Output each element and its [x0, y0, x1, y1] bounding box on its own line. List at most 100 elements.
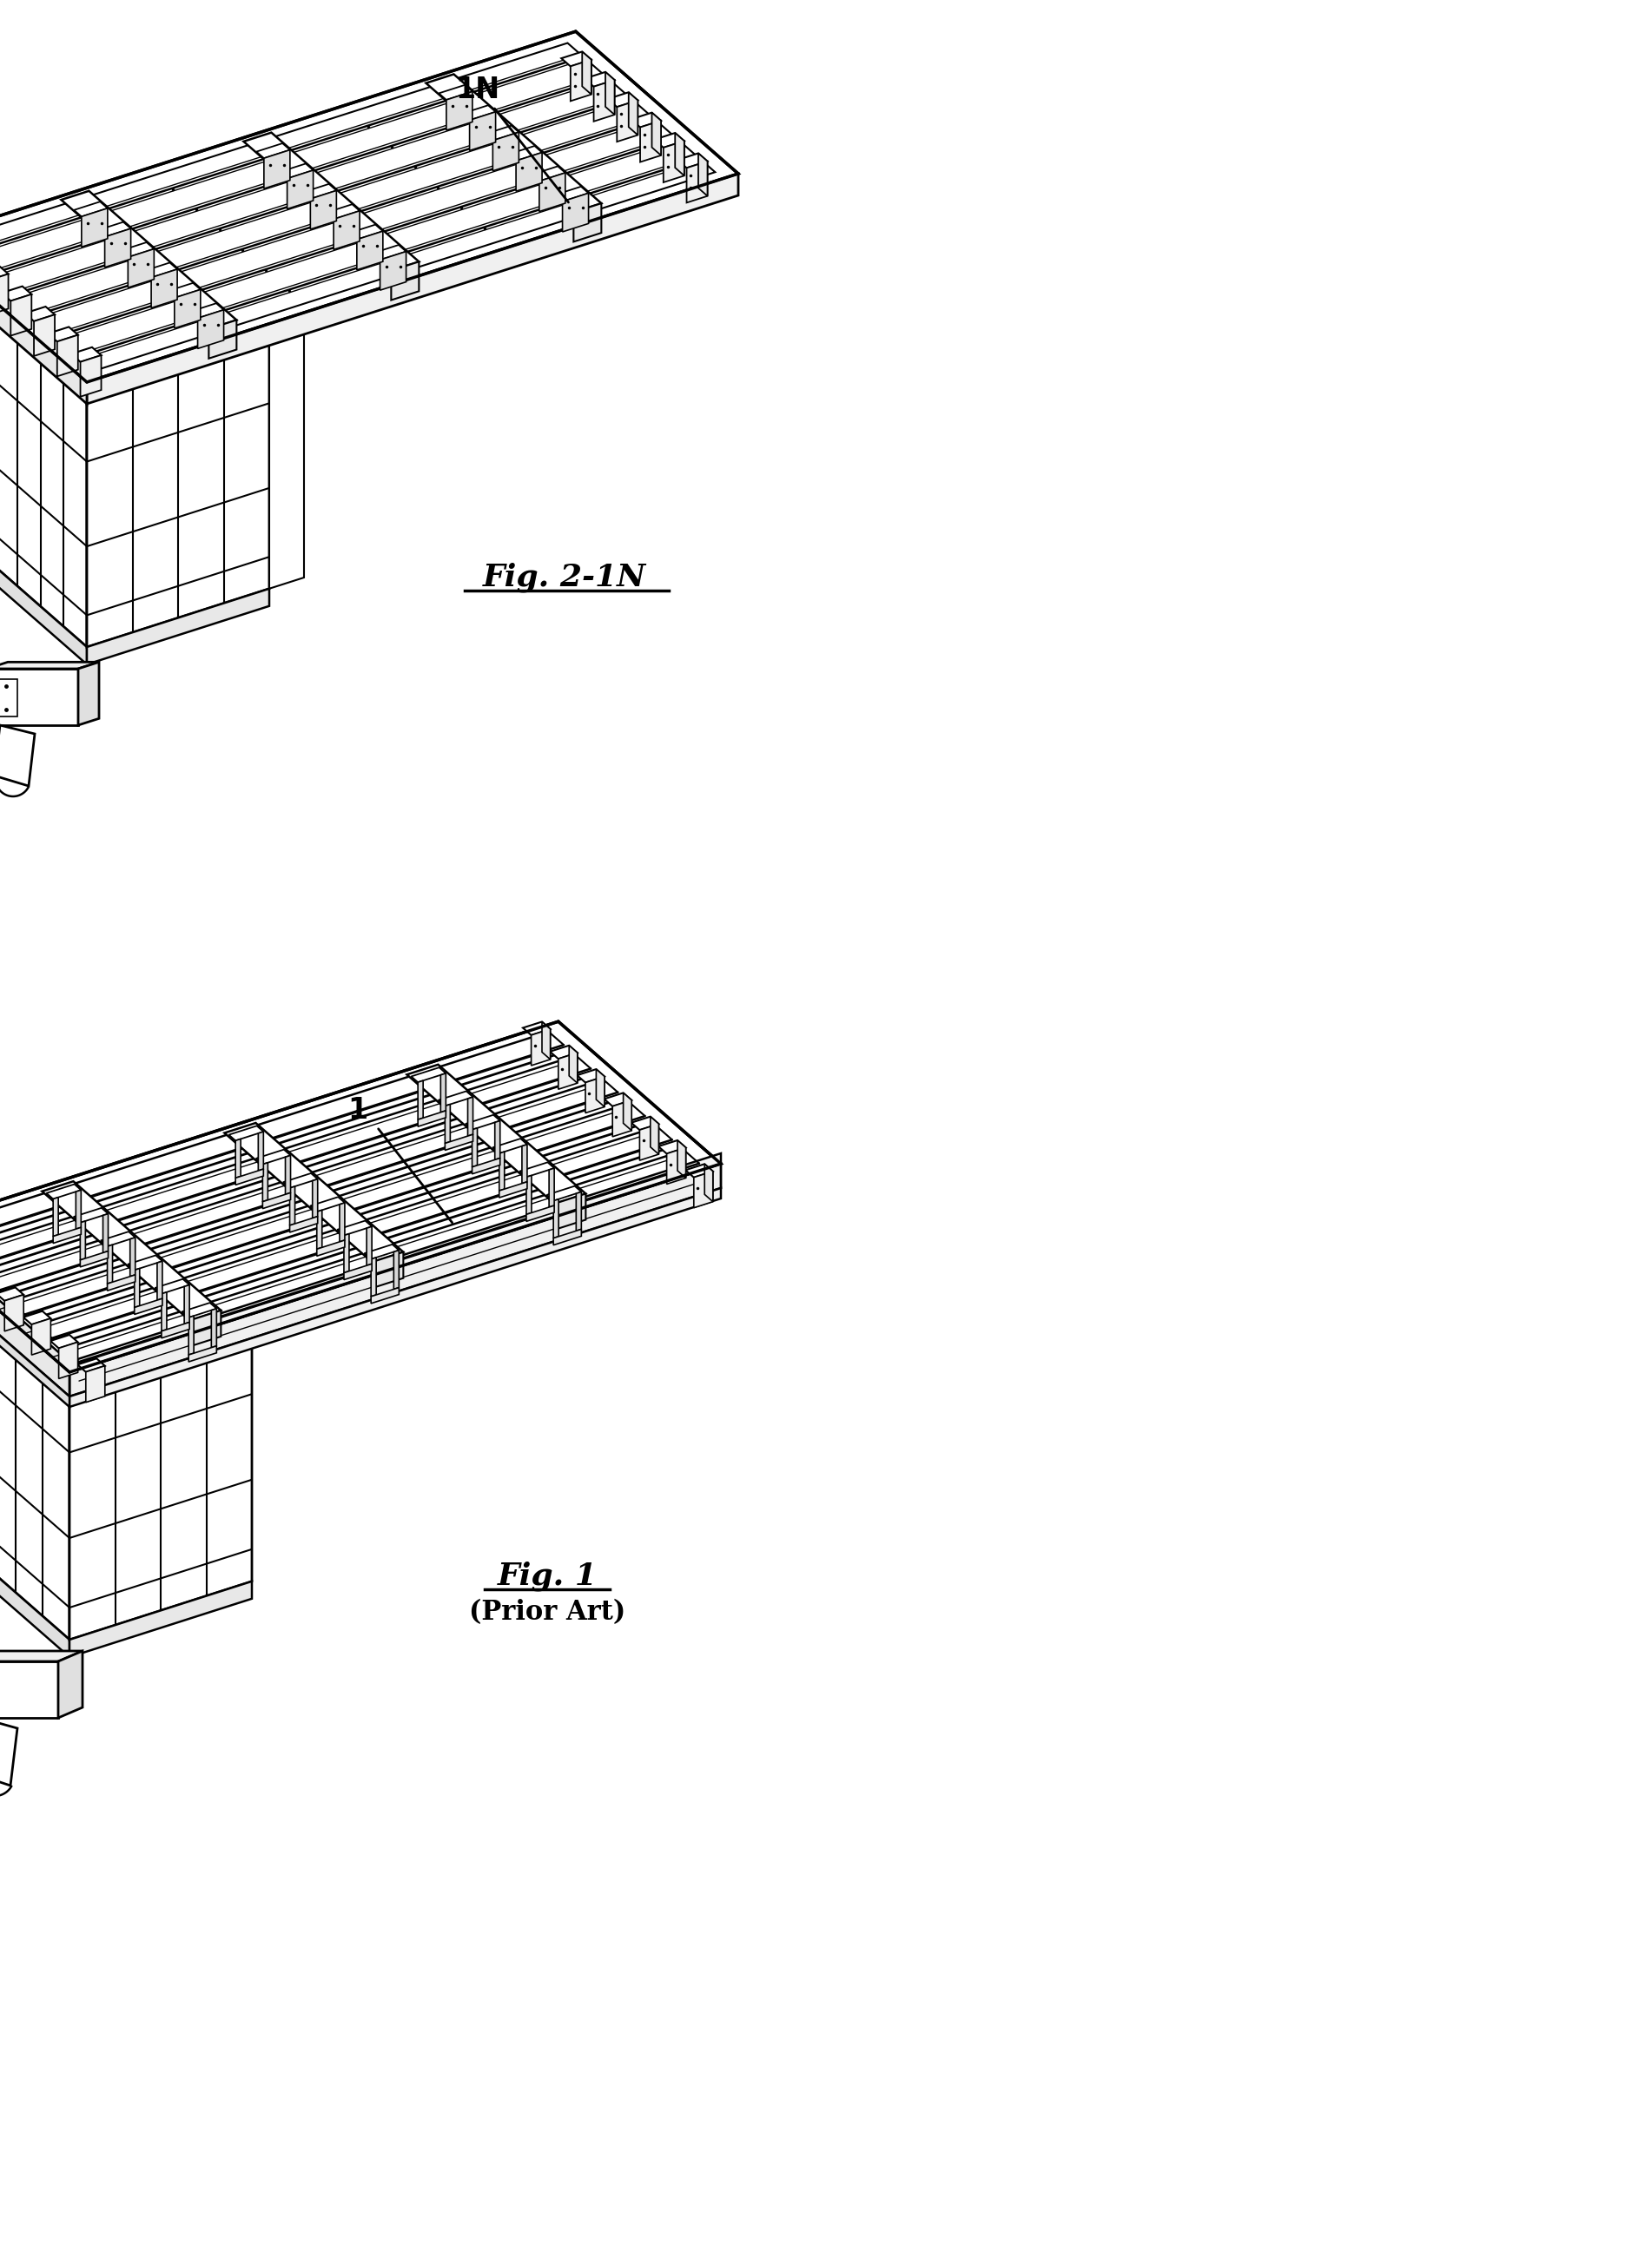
Polygon shape	[243, 132, 420, 272]
Polygon shape	[23, 1311, 51, 1325]
Polygon shape	[418, 1080, 423, 1120]
Polygon shape	[446, 92, 472, 130]
Polygon shape	[466, 1116, 501, 1129]
Polygon shape	[69, 1154, 720, 1372]
Polygon shape	[0, 43, 715, 370]
Polygon shape	[78, 662, 99, 725]
Polygon shape	[107, 1275, 135, 1291]
Polygon shape	[562, 193, 588, 231]
Polygon shape	[185, 1284, 190, 1325]
Polygon shape	[573, 204, 601, 242]
Polygon shape	[664, 141, 684, 182]
Polygon shape	[225, 1122, 403, 1262]
Polygon shape	[302, 184, 337, 200]
Polygon shape	[444, 1105, 451, 1143]
Polygon shape	[101, 1233, 135, 1246]
Polygon shape	[162, 1293, 167, 1331]
Polygon shape	[0, 505, 88, 665]
Polygon shape	[340, 1203, 345, 1241]
Polygon shape	[472, 1127, 477, 1167]
Polygon shape	[104, 229, 131, 267]
Polygon shape	[499, 1181, 527, 1197]
Polygon shape	[88, 323, 269, 647]
Polygon shape	[97, 222, 131, 238]
Polygon shape	[256, 1149, 291, 1165]
Polygon shape	[334, 211, 360, 249]
Polygon shape	[48, 328, 78, 341]
Polygon shape	[0, 1255, 69, 1408]
Polygon shape	[152, 269, 177, 308]
Polygon shape	[59, 1343, 78, 1378]
Polygon shape	[392, 263, 420, 301]
Polygon shape	[190, 303, 223, 319]
Polygon shape	[527, 1176, 532, 1215]
Polygon shape	[134, 1298, 162, 1313]
Polygon shape	[568, 1046, 578, 1082]
Polygon shape	[2, 287, 31, 301]
Polygon shape	[393, 1250, 398, 1289]
Polygon shape	[439, 85, 472, 99]
Polygon shape	[492, 1138, 527, 1154]
Polygon shape	[0, 1650, 83, 1661]
Polygon shape	[522, 1145, 527, 1183]
Polygon shape	[373, 245, 406, 260]
Polygon shape	[651, 1116, 659, 1154]
Polygon shape	[134, 1268, 140, 1307]
Polygon shape	[46, 1183, 81, 1199]
Polygon shape	[527, 1206, 555, 1221]
Polygon shape	[623, 1093, 631, 1131]
Polygon shape	[190, 1311, 221, 1347]
Polygon shape	[608, 92, 638, 108]
Polygon shape	[0, 1286, 23, 1300]
Polygon shape	[198, 310, 223, 348]
Polygon shape	[236, 1138, 241, 1179]
Polygon shape	[78, 1358, 106, 1372]
Polygon shape	[131, 1237, 135, 1277]
Text: Fig. 1: Fig. 1	[497, 1563, 596, 1592]
Polygon shape	[287, 171, 314, 209]
Polygon shape	[88, 173, 738, 404]
Polygon shape	[236, 1170, 263, 1185]
Polygon shape	[317, 1210, 322, 1248]
Polygon shape	[88, 588, 269, 665]
Polygon shape	[486, 126, 519, 141]
Polygon shape	[337, 1221, 372, 1235]
Polygon shape	[367, 1226, 372, 1266]
Polygon shape	[532, 166, 565, 182]
Polygon shape	[677, 1140, 686, 1179]
Polygon shape	[311, 1197, 345, 1212]
Polygon shape	[463, 106, 496, 121]
Polygon shape	[372, 1257, 377, 1298]
Polygon shape	[41, 1181, 221, 1320]
Text: 1: 1	[349, 1096, 368, 1125]
Polygon shape	[53, 1197, 58, 1237]
Polygon shape	[188, 1347, 216, 1363]
Polygon shape	[469, 112, 496, 150]
Polygon shape	[175, 290, 200, 328]
Polygon shape	[605, 72, 615, 114]
Polygon shape	[312, 1179, 317, 1219]
Polygon shape	[524, 1021, 550, 1035]
Polygon shape	[349, 224, 383, 240]
Polygon shape	[542, 1021, 550, 1060]
Polygon shape	[676, 132, 684, 175]
Polygon shape	[0, 662, 99, 669]
Polygon shape	[357, 231, 383, 269]
Polygon shape	[0, 274, 8, 314]
Polygon shape	[0, 240, 88, 647]
Polygon shape	[605, 1093, 631, 1107]
Polygon shape	[58, 335, 78, 377]
Polygon shape	[492, 132, 519, 171]
Polygon shape	[144, 263, 177, 278]
Polygon shape	[629, 92, 638, 135]
Polygon shape	[365, 1244, 398, 1259]
Polygon shape	[167, 283, 200, 299]
Polygon shape	[0, 1230, 69, 1396]
Polygon shape	[562, 52, 591, 67]
Polygon shape	[35, 314, 55, 357]
Polygon shape	[269, 312, 304, 588]
Text: Fig. 2-1N: Fig. 2-1N	[482, 563, 646, 593]
Polygon shape	[81, 209, 107, 247]
Polygon shape	[548, 1167, 555, 1208]
Polygon shape	[411, 1066, 446, 1082]
